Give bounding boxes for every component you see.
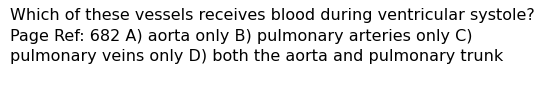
Text: Which of these vessels receives blood during ventricular systole?
Page Ref: 682 : Which of these vessels receives blood du… — [10, 8, 535, 64]
